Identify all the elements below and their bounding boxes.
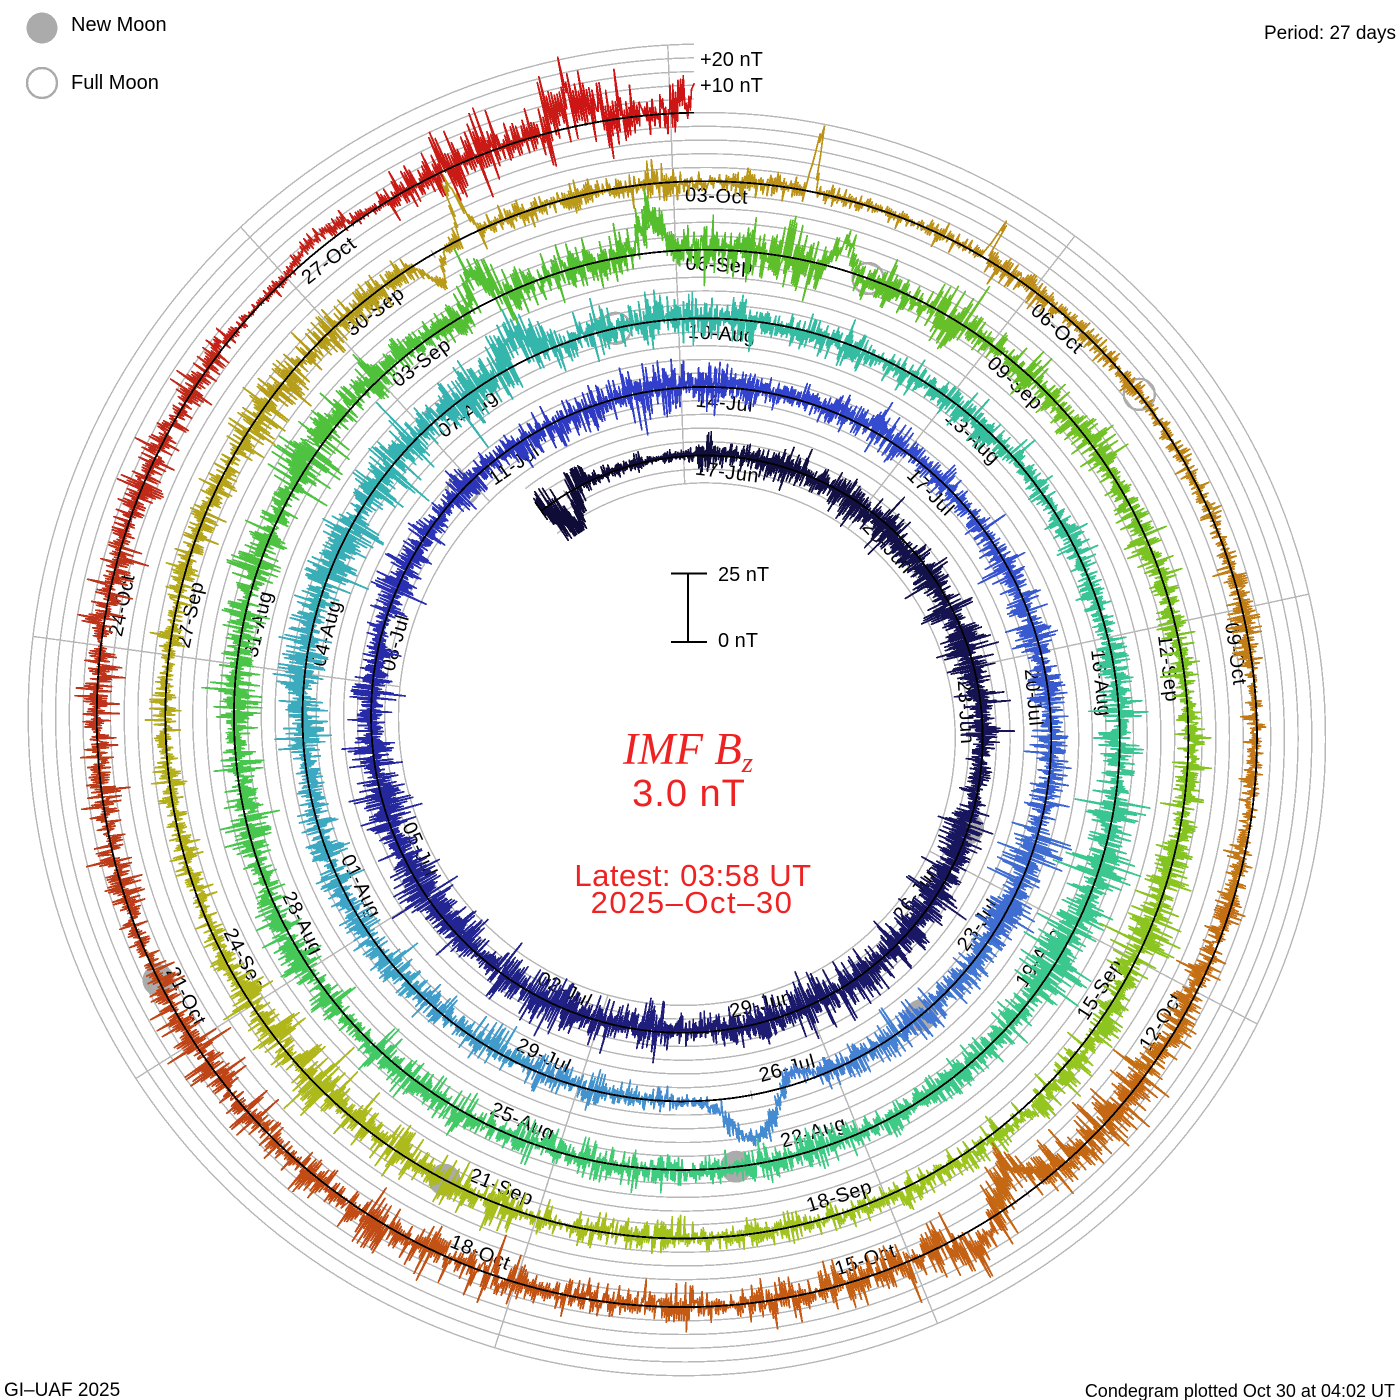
svg-text:25 nT: 25 nT bbox=[718, 564, 769, 586]
svg-text:Period: 27 days: Period: 27 days bbox=[1264, 23, 1396, 44]
svg-text:+10 nT: +10 nT bbox=[700, 75, 763, 97]
svg-text:IMF Bz: IMF Bz bbox=[622, 724, 753, 779]
svg-text:Full Moon: Full Moon bbox=[71, 72, 159, 94]
svg-text:Latest: 03:58 UT: Latest: 03:58 UT bbox=[574, 858, 811, 893]
svg-text:+20 nT: +20 nT bbox=[700, 49, 763, 71]
svg-text:New Moon: New Moon bbox=[71, 14, 167, 36]
svg-text:GI–UAF 2025: GI–UAF 2025 bbox=[4, 1380, 120, 1400]
svg-text:2025–Oct–30: 2025–Oct–30 bbox=[591, 885, 794, 920]
svg-text:0 nT: 0 nT bbox=[718, 630, 758, 652]
svg-text:3.0 nT: 3.0 nT bbox=[632, 773, 746, 815]
svg-text:Condegram plotted Oct 30 at 04: Condegram plotted Oct 30 at 04:02 UT bbox=[1085, 1381, 1395, 1400]
